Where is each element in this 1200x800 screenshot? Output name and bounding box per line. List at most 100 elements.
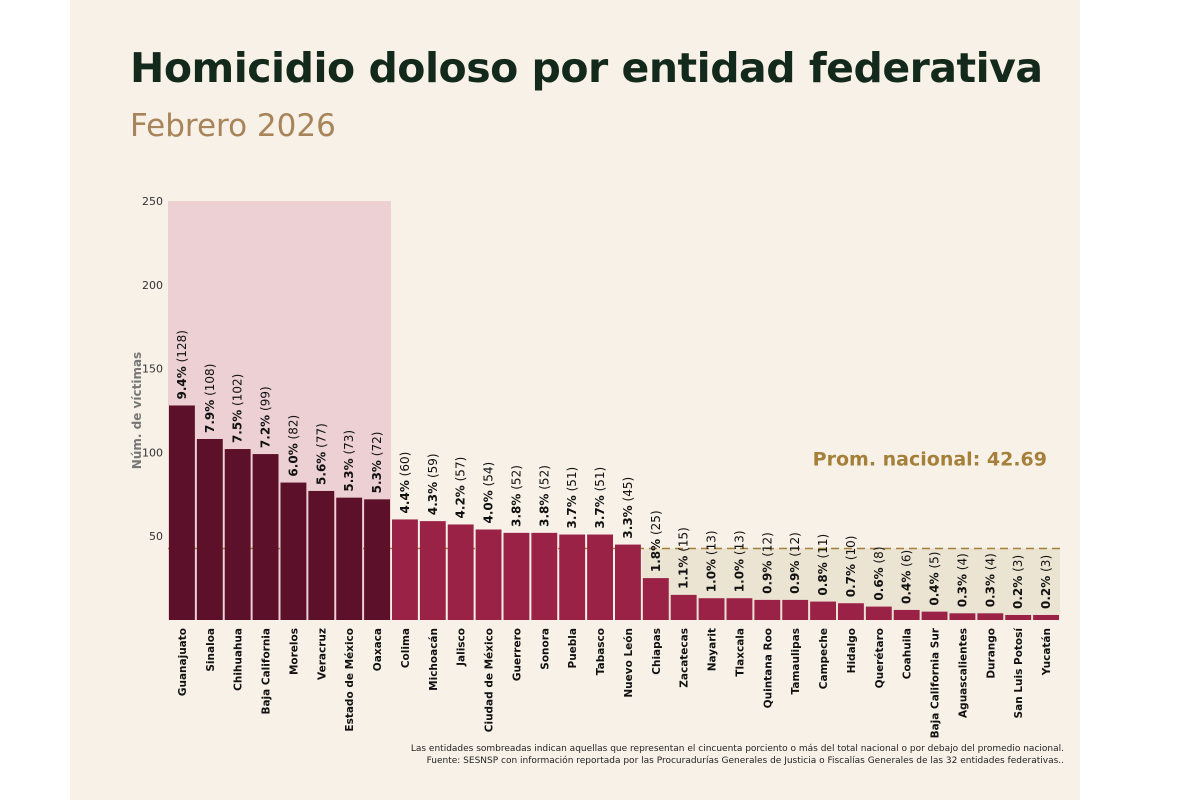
x-tick-label: Campeche <box>818 628 830 689</box>
footnote-shading: Las entidades sombreadas indican aquella… <box>410 744 1064 754</box>
data-label: 1.8% (25) <box>649 510 663 572</box>
bar-hidalgo <box>838 603 864 620</box>
data-label: 4.0% (54) <box>482 462 496 524</box>
data-label: 1.0% (13) <box>705 530 719 592</box>
bar-michoacán <box>419 521 446 620</box>
x-tick-label: Aguascalientes <box>957 628 969 718</box>
bar-baja-california-sur <box>921 611 948 620</box>
data-label: 0.4% (6) <box>900 550 914 604</box>
bar-zacatecas <box>670 594 697 620</box>
bar-puebla <box>559 534 586 620</box>
data-label: 1.1% (15) <box>677 527 691 589</box>
data-label: 5.3% (73) <box>342 430 356 492</box>
x-tick-label: Estado de México <box>344 628 356 732</box>
x-tick-label: Michoacán <box>428 628 440 691</box>
average-label: Prom. nacional: 42.69 <box>813 448 1047 470</box>
y-tick-label: 200 <box>142 279 163 292</box>
bar-jalisco <box>447 524 474 620</box>
bar-guanajuato <box>169 405 195 620</box>
bar-nayarit <box>698 598 725 620</box>
data-label: 4.2% (57) <box>454 457 468 519</box>
y-tick-label: 50 <box>149 530 163 543</box>
data-label: 0.3% (4) <box>983 553 997 607</box>
bar-sinaloa <box>196 438 223 620</box>
x-tick-label: Hidalgo <box>846 628 858 673</box>
x-tick-label: Guerrero <box>511 628 523 681</box>
data-label: 5.6% (77) <box>314 423 328 485</box>
bar-morelos <box>280 482 307 620</box>
data-label: 0.9% (12) <box>760 532 774 594</box>
bar-yucatán <box>1033 614 1059 620</box>
x-tick-label: San Luis Potosí <box>1013 627 1025 719</box>
data-label: 0.3% (4) <box>955 553 969 607</box>
data-label: 4.4% (60) <box>398 452 412 514</box>
bar-tlaxcala <box>726 598 753 620</box>
bar-querétaro <box>865 606 892 620</box>
x-tick-label: Puebla <box>567 628 579 669</box>
x-tick-label: Ciudad de México <box>484 628 496 732</box>
footnotes: Las entidades sombreadas indican aquella… <box>411 743 1064 767</box>
data-label: 0.4% (5) <box>928 552 942 606</box>
bar-estado-de-méxico <box>336 497 363 620</box>
bar-oaxaca <box>364 499 390 620</box>
bar-chiapas <box>642 578 669 620</box>
bar-baja-california <box>252 454 279 620</box>
x-tick-label: Oaxaca <box>372 628 384 671</box>
bar-aguascalientes <box>949 613 976 620</box>
data-label: 5.3% (72) <box>370 432 384 494</box>
x-tick-label: Morelos <box>288 628 300 675</box>
x-tick-label: Tabasco <box>595 628 607 675</box>
bar-campeche <box>810 601 836 620</box>
x-tick-label: Tlaxcala <box>734 628 746 677</box>
bar-quintana-roo <box>754 599 781 620</box>
data-label: 7.5% (102) <box>231 374 245 443</box>
y-tick-label: 150 <box>142 363 163 376</box>
x-tick-label: Jalisco <box>456 628 468 667</box>
data-label: 4.3% (59) <box>426 453 440 515</box>
x-tick-label: Nuevo León <box>623 628 635 698</box>
bar-tamaulipas <box>782 599 809 620</box>
x-tick-label: Quintana Roo <box>762 628 774 708</box>
x-tick-label: Chiapas <box>651 628 663 675</box>
bar-nuevo-león <box>615 544 641 620</box>
x-tick-label: Guanajuato <box>177 628 189 696</box>
x-tick-label: Chihuahua <box>233 628 245 691</box>
y-axis-label: Núm. de víctimas <box>130 352 144 469</box>
chart-subtitle: Febrero 2026 <box>130 108 336 144</box>
y-tick-label: 100 <box>142 446 163 459</box>
data-label: 0.8% (11) <box>816 534 830 596</box>
x-tick-label: Veracruz <box>316 628 328 680</box>
x-tick-label: Sonora <box>539 628 551 670</box>
data-label: 3.7% (51) <box>593 467 607 529</box>
data-label: 9.4% (128) <box>175 330 189 399</box>
data-label: 0.2% (3) <box>1011 555 1025 609</box>
bar-coahuila <box>893 609 920 620</box>
data-label: 0.6% (8) <box>872 546 886 600</box>
x-tick-label: Baja California Sur <box>930 627 942 738</box>
data-label: 3.8% (52) <box>509 465 523 527</box>
bar-chihuahua <box>224 449 251 620</box>
x-tick-label: Colima <box>400 628 412 668</box>
data-label: 6.0% (82) <box>286 415 300 477</box>
data-label: 3.3% (45) <box>621 477 635 539</box>
x-tick-label: Durango <box>985 628 997 679</box>
x-tick-label: Coahuila <box>902 628 914 679</box>
data-label: 0.9% (12) <box>788 532 802 594</box>
bar-ciudad-de-méxico <box>475 529 502 620</box>
data-label: 3.7% (51) <box>565 467 579 529</box>
bar-tabasco <box>587 534 613 620</box>
data-label: 0.2% (3) <box>1039 555 1053 609</box>
x-tick-label: Zacatecas <box>679 628 691 688</box>
bar-colima <box>392 519 418 620</box>
x-tick-label: Nayarit <box>707 628 719 671</box>
bar-sonora <box>531 532 558 620</box>
data-label: 3.8% (52) <box>537 465 551 527</box>
data-label: 7.9% (108) <box>203 364 217 433</box>
data-label: 1.0% (13) <box>732 530 746 592</box>
data-label: 7.2% (99) <box>259 386 273 448</box>
x-tick-label: Tamaulipas <box>790 628 802 694</box>
chart-title: Homicidio doloso por entidad federativa <box>130 44 1043 92</box>
bar-durango <box>977 613 1004 620</box>
bar-san-luis-potosí <box>1005 614 1032 620</box>
